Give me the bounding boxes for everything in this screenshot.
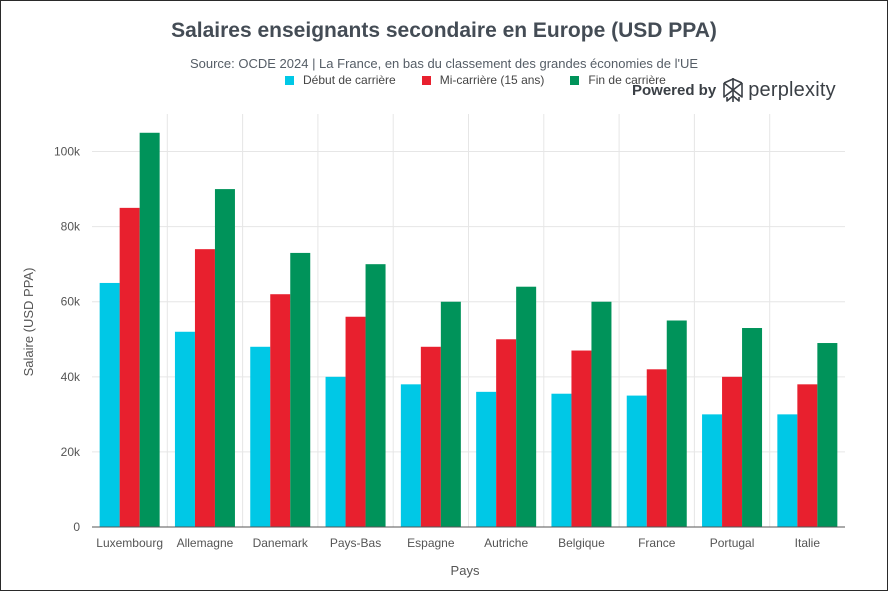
y-tick-label: 40k — [61, 370, 81, 384]
chart-subtitle: Source: OCDE 2024 | La France, en bas du… — [189, 56, 699, 71]
legend-item-debut[interactable]: Début de carrière — [285, 73, 396, 87]
bar[interactable] — [440, 301, 461, 527]
bar[interactable] — [551, 393, 572, 527]
x-tick-label: Luxembourg — [96, 536, 163, 550]
bar[interactable] — [626, 395, 647, 527]
x-tick-label: Pays-Bas — [330, 536, 381, 550]
powered-by-text: Powered by — [632, 81, 717, 99]
bar[interactable] — [516, 286, 537, 527]
bar[interactable] — [119, 207, 140, 527]
bar[interactable] — [325, 376, 346, 527]
y-tick-label: 0 — [73, 520, 80, 534]
legend-item-fin[interactable]: Fin de carrière — [570, 73, 666, 87]
powered-by-badge[interactable]: Powered by perplexity — [632, 77, 836, 103]
bar[interactable] — [591, 301, 612, 527]
x-tick-label: Italie — [795, 536, 821, 550]
bar[interactable] — [797, 384, 818, 527]
bar[interactable] — [99, 282, 120, 527]
legend-item-mi-carriere[interactable]: Mi-carrière (15 ans) — [421, 73, 545, 87]
x-tick-label: Portugal — [710, 536, 755, 550]
x-tick-label: Belgique — [558, 536, 605, 550]
x-tick-label: Autriche — [484, 536, 528, 550]
y-tick-label: 100k — [54, 145, 81, 159]
bar[interactable] — [777, 414, 798, 527]
legend-label: Début de carrière — [303, 73, 396, 87]
bar[interactable] — [214, 189, 235, 527]
legend-label: Mi-carrière (15 ans) — [439, 73, 545, 87]
legend-label: Fin de carrière — [588, 73, 666, 87]
x-tick-label: Allemagne — [177, 536, 234, 550]
axis-layer: 0 20k 40k 60k 80k 100k Luxembourg Allemagne Dane… — [54, 145, 845, 550]
x-axis-title: Pays — [451, 563, 480, 578]
bar[interactable] — [476, 391, 497, 527]
x-tick-label: France — [638, 536, 676, 550]
bars-layer — [99, 132, 838, 528]
x-tick-label: Espagne — [407, 536, 455, 550]
legend: Début de carrière Mi-carrière (15 ans) F… — [285, 73, 692, 87]
bar[interactable] — [646, 369, 667, 527]
legend-swatch — [421, 75, 431, 85]
bar[interactable] — [496, 339, 517, 527]
bar[interactable] — [420, 346, 441, 527]
bar[interactable] — [400, 384, 421, 527]
legend-swatch — [570, 75, 580, 85]
bar[interactable] — [139, 132, 160, 528]
bar[interactable] — [722, 376, 743, 527]
bar[interactable] — [702, 414, 723, 527]
bar[interactable] — [345, 316, 366, 527]
y-tick-label: 20k — [61, 445, 81, 459]
y-axis-title: Salaire (USD PPA) — [21, 268, 36, 377]
perplexity-logo-icon — [723, 78, 744, 102]
bar[interactable] — [571, 350, 592, 527]
chart-title: Salaires enseignants secondaire en Europ… — [171, 19, 717, 42]
bar[interactable] — [194, 249, 215, 527]
perplexity-wordmark: perplexity — [748, 78, 836, 101]
bar[interactable] — [742, 328, 763, 527]
y-tick-label: 60k — [61, 295, 81, 309]
bar[interactable] — [290, 252, 311, 527]
legend-swatch — [285, 75, 294, 85]
y-tick-label: 80k — [61, 220, 81, 234]
bar[interactable] — [174, 331, 195, 527]
bar[interactable] — [270, 294, 291, 527]
x-tick-label: Danemark — [253, 536, 309, 550]
bar[interactable] — [250, 346, 271, 527]
bar[interactable] — [365, 264, 386, 527]
bar[interactable] — [817, 343, 838, 527]
bar[interactable] — [666, 320, 687, 528]
